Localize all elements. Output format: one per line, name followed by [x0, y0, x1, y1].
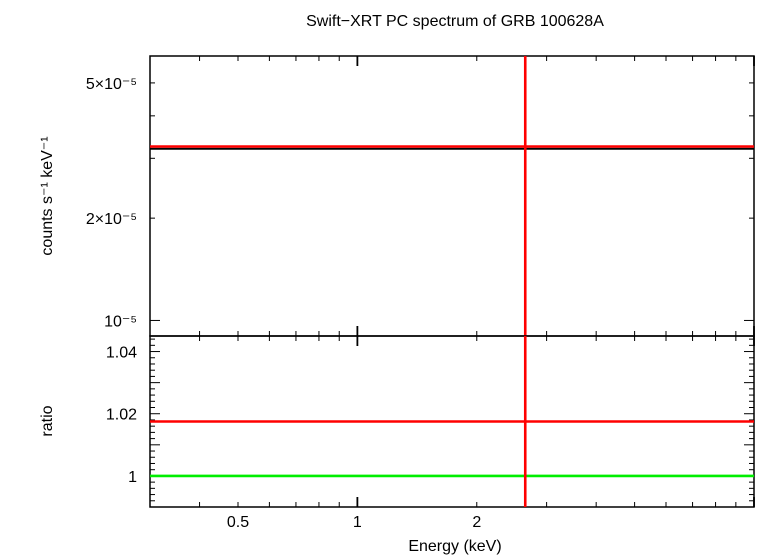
x-tick-label: 1 — [353, 514, 362, 531]
spectrum-y-axis-label: counts s⁻¹ keV⁻¹ — [39, 136, 56, 255]
ratio-y-tick-label: 1 — [128, 469, 137, 486]
x-axis-label: Energy (keV) — [408, 538, 501, 555]
x-tick-label: 2 — [472, 514, 481, 531]
chart-title: Swift−XRT PC spectrum of GRB 100628A — [306, 13, 604, 30]
ratio-y-tick-label: 1.02 — [106, 407, 137, 424]
ratio-y-axis-label: ratio — [39, 405, 56, 436]
x-tick-label: 0.5 — [227, 514, 249, 531]
ratio-y-tick-label: 1.04 — [106, 345, 137, 362]
spectrum-frame — [149, 55, 755, 337]
spectrum-panel: 5×10⁻⁵ 2×10⁻⁵ 10⁻⁵ — [86, 55, 755, 337]
spectrum-y-tick-label: 2×10⁻⁵ — [86, 211, 137, 228]
ratio-panel: 1.04 1.02 1 0.5 1 2 — [106, 335, 755, 531]
spectrum-y-tick-label: 10⁻⁵ — [104, 313, 137, 330]
spectrum-y-tick-label: 5×10⁻⁵ — [86, 76, 137, 93]
